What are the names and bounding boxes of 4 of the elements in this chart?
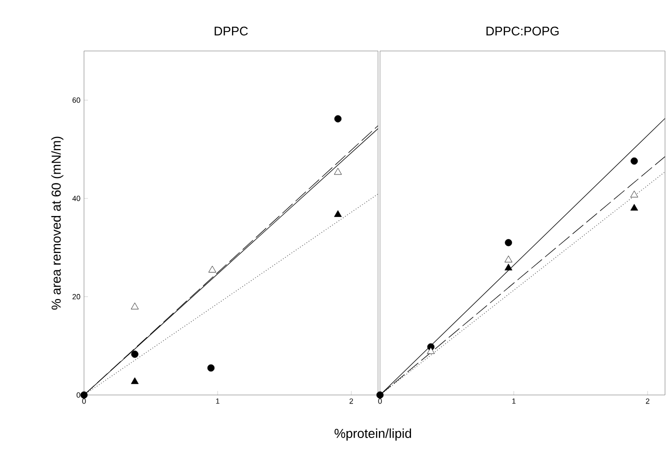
x-axis-title: %protein/lipid [334,428,412,441]
y-axis-title: % area removed at 60 (mN/m) [51,136,64,310]
chart-title: DPPC [214,26,248,36]
chart-title: DPPC:POPG [486,26,559,36]
